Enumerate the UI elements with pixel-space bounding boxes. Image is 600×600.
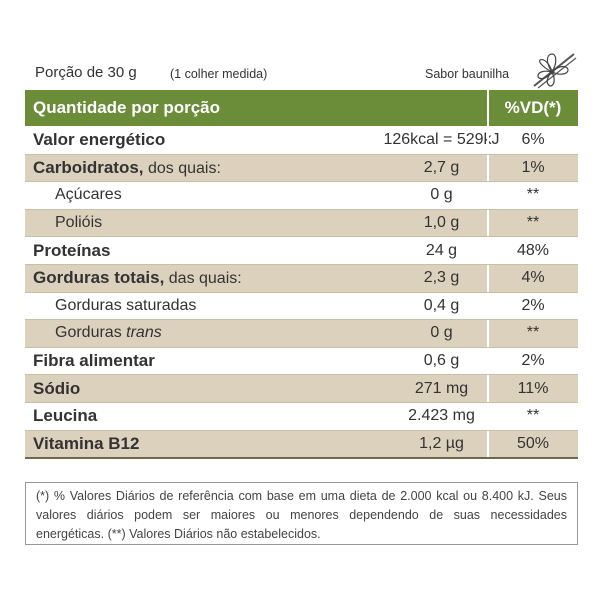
amount: 0 g: [430, 186, 453, 204]
nutrient-name: Gorduras totais,: [33, 268, 165, 288]
table-row: Polióis 1,0 g **: [25, 208, 578, 237]
amount: 0,4 g: [423, 296, 460, 314]
nutrient-name: Proteínas: [33, 240, 111, 260]
nutrient-emphasis: trans: [126, 324, 162, 342]
table-row: Açúcares 0 g **: [25, 181, 578, 209]
table-header: Quantidade por porção %VD(*): [25, 90, 578, 126]
table-row: Gorduras trans 0 g **: [25, 319, 578, 347]
table-row: Sódio 271 mg 11%: [25, 374, 578, 402]
amount: 2,7 g: [423, 158, 460, 176]
amount: 271 mg: [414, 379, 469, 397]
column-header: %VD(*): [504, 98, 562, 117]
row-label: Carboidratos, dos quais:: [33, 158, 221, 178]
daily-value: 50%: [516, 434, 550, 452]
row-label: Açúcares: [55, 186, 122, 204]
nutrient-name: Fibra alimentar: [33, 351, 155, 371]
vanilla-icon: [533, 53, 577, 89]
table-row: Carboidratos, dos quais: 2,7 g 1%: [25, 153, 578, 182]
row-label: Polióis: [55, 214, 102, 232]
table-row: Gorduras saturadas 0,4 g 2%: [25, 291, 578, 320]
row-label: Leucina: [33, 406, 97, 426]
row-label: Vitamina B12: [33, 434, 139, 454]
table-row: Vitamina B12 1,2 µg 50%: [25, 429, 578, 458]
daily-value: 1%: [521, 158, 545, 176]
daily-value: **: [526, 186, 540, 204]
daily-value: 4%: [521, 269, 545, 287]
nutrient-name: Sódio: [33, 378, 81, 398]
amount: 2,3 g: [423, 269, 460, 287]
table-row: Proteínas 24 g 48%: [25, 236, 578, 264]
column-header: Quantidade por porção: [33, 98, 221, 117]
flavor: Sabor baunilha: [425, 67, 510, 81]
daily-value: 2%: [521, 352, 545, 370]
footnote: (*) % Valores Diários de referência com …: [25, 482, 578, 545]
nutrient-name: Valor energético: [33, 129, 166, 149]
nutrient-name: Carboidratos,: [33, 157, 144, 177]
daily-value: **: [526, 324, 540, 342]
amount: 24 g: [425, 241, 458, 259]
amount: 1,0 g: [423, 214, 460, 232]
row-label: Gorduras trans: [55, 324, 162, 342]
serving: Porção de 30 g: [35, 64, 137, 81]
nutrient-name: Leucina: [33, 406, 98, 426]
amount: 126kcal = 529kJ: [383, 130, 500, 148]
daily-value: 6%: [521, 130, 545, 148]
nutrient-name: Gorduras saturadas: [55, 296, 197, 314]
table-row: Valor energético 126kcal = 529kJ 6%: [25, 126, 578, 154]
row-label: Gorduras saturadas: [55, 297, 196, 315]
row-label: Sódio: [33, 379, 80, 399]
table-row: Leucina 2.423 mg **: [25, 401, 578, 430]
amount: 0,6 g: [423, 352, 460, 370]
table-bottom-rule: [25, 457, 578, 460]
serving-note: (1 colher medida): [170, 67, 268, 81]
daily-value: 11%: [517, 379, 549, 397]
daily-value: **: [526, 407, 540, 425]
amount: 1,2 µg: [419, 434, 464, 452]
daily-value: 2%: [521, 296, 545, 314]
table-row: Gorduras totais, das quais: 2,3 g 4%: [25, 263, 578, 292]
amount: 0 g: [430, 324, 453, 342]
nutrient-name: Polióis: [55, 214, 103, 232]
row-label: Fibra alimentar: [33, 351, 155, 371]
daily-value: **: [526, 214, 540, 232]
row-label: Gorduras totais, das quais:: [33, 268, 242, 288]
nutrient-name: Vitamina B12: [33, 433, 140, 453]
daily-value: 48%: [516, 241, 550, 259]
nutrient-name: Gorduras: [55, 324, 122, 342]
row-label: Proteínas: [33, 241, 110, 261]
nutrient-note: das quais:: [168, 270, 242, 288]
nutrient-name: Açúcares: [55, 186, 122, 204]
row-label: Valor energético: [33, 130, 165, 150]
nutrient-note: dos quais:: [147, 159, 221, 177]
table-row: Fibra alimentar 0,6 g 2%: [25, 346, 578, 375]
amount: 2.423 mg: [408, 407, 475, 425]
nutrition-table: Quantidade por porção %VD(*) Valor energ…: [25, 90, 578, 460]
